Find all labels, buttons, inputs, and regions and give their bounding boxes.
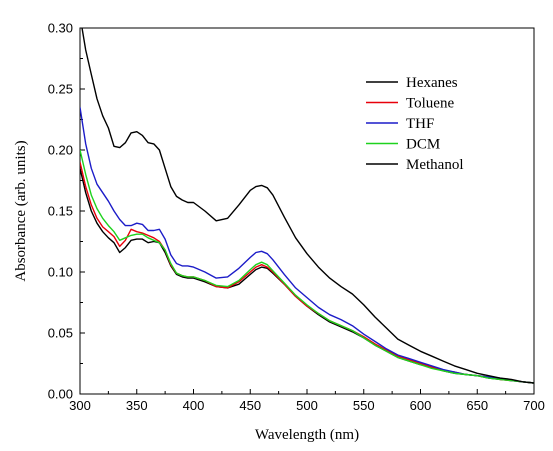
x-tick-label: 600 <box>410 398 432 413</box>
legend-label: Methanol <box>406 157 464 173</box>
series-line-methanol <box>81 28 534 384</box>
y-tick-label: 0.10 <box>48 265 73 280</box>
y-axis: 0.00 0.05 0.10 0.15 0.20 0.25 0.30 <box>48 21 85 402</box>
legend: Hexanes Toluene THF DCM Methanol <box>366 75 464 173</box>
x-tick-label: 550 <box>353 398 375 413</box>
y-tick-label: 0.05 <box>48 326 73 341</box>
y-tick-label: 0.15 <box>48 204 73 219</box>
x-tick-label: 700 <box>523 398 545 413</box>
x-axis: 300 350 400 450 500 550 600 650 700 <box>69 389 545 413</box>
series-lines <box>80 28 534 384</box>
x-tick-label: 400 <box>183 398 205 413</box>
series-line-toluene <box>80 162 534 384</box>
legend-label: Hexanes <box>406 75 458 91</box>
y-axis-label: Absorbance (arb. units) <box>13 140 29 281</box>
legend-label: THF <box>406 116 434 132</box>
y-tick-label: 0.25 <box>48 82 73 97</box>
x-tick-label: 300 <box>69 398 91 413</box>
x-tick-label: 350 <box>126 398 148 413</box>
plot-area <box>79 27 535 395</box>
x-tick-label: 450 <box>239 398 261 413</box>
y-tick-label: 0.30 <box>48 21 73 36</box>
x-tick-label: 500 <box>296 398 318 413</box>
legend-label: DCM <box>406 137 440 153</box>
y-tick-label: 0.00 <box>48 387 73 402</box>
series-line-dcm <box>80 149 534 384</box>
y-tick-label: 0.20 <box>48 143 73 158</box>
series-line-thf <box>80 107 534 384</box>
x-axis-label: Wavelength (nm) <box>255 427 359 443</box>
legend-label: Toluene <box>406 96 454 112</box>
x-tick-label: 650 <box>466 398 488 413</box>
